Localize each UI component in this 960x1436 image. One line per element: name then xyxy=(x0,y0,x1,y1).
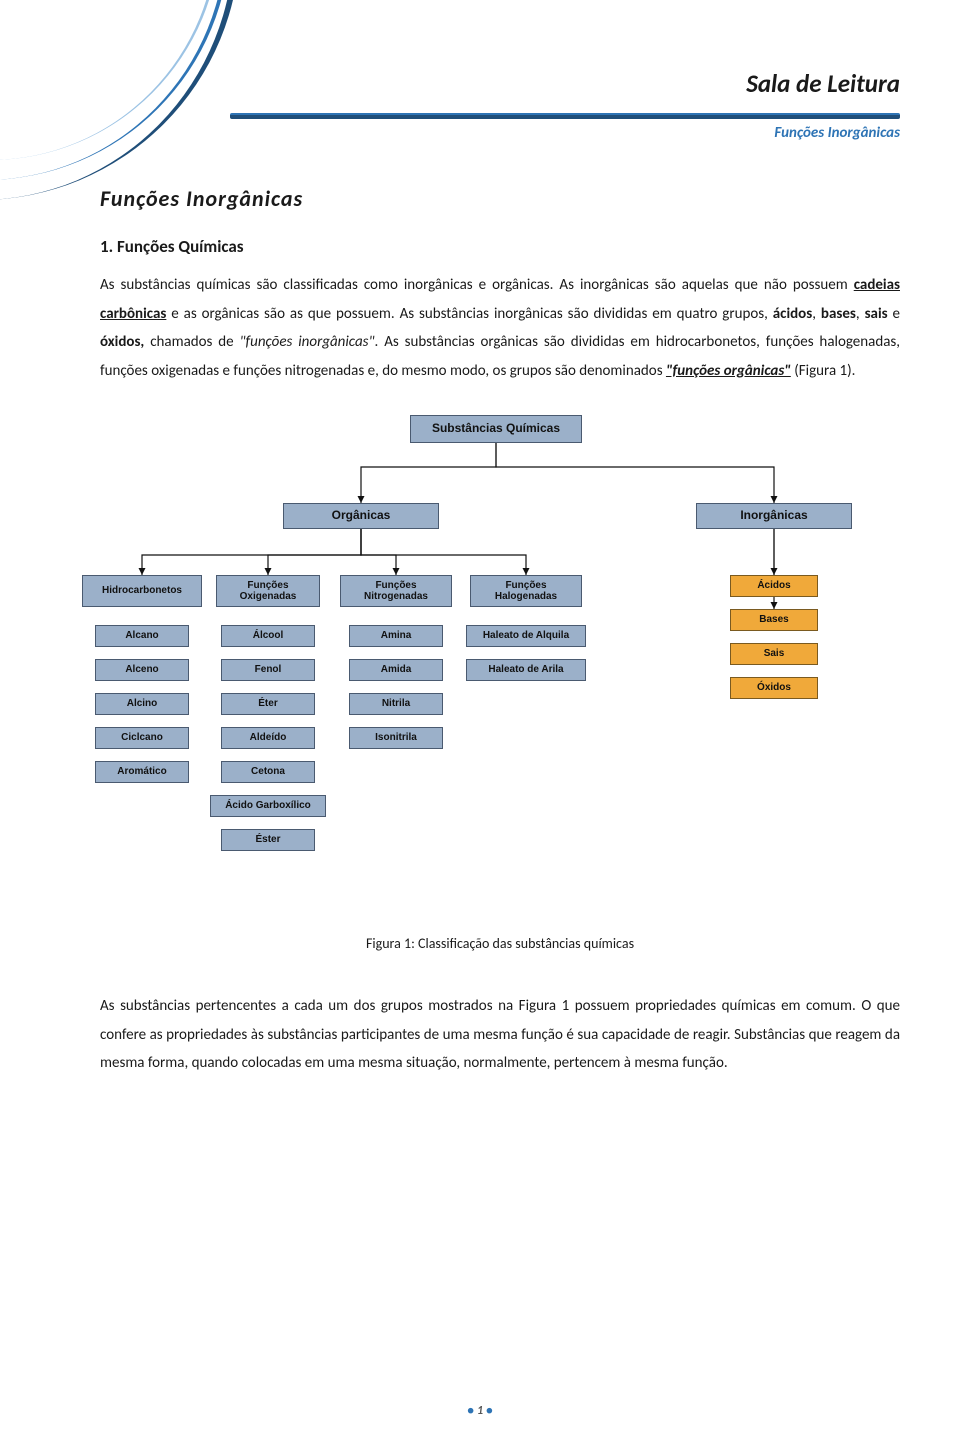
diagram-node-arom: Aromático xyxy=(95,761,189,783)
page-number: 1 xyxy=(477,1404,483,1418)
header-title: Sala de Leitura xyxy=(746,68,900,99)
diagram-edge xyxy=(361,443,496,503)
footer-dot-icon: ● xyxy=(486,1404,493,1418)
text-bold: bases xyxy=(821,305,856,323)
diagram-node-acid: Ácidos xyxy=(730,575,818,597)
diagram-edge xyxy=(496,443,774,503)
diagram-node-org: Orgânicas xyxy=(283,503,439,529)
text-bold: óxidos, xyxy=(100,333,144,351)
diagram-node-alc: Álcool xyxy=(221,625,315,647)
header-subtitle: Funções Inorgânicas xyxy=(774,124,900,142)
diagram-node-fnit: FunçõesNitrogenadas xyxy=(340,575,452,607)
header-divider xyxy=(230,113,900,119)
text: e as orgânicas são as que possuem. As su… xyxy=(166,305,772,323)
diagram-node-cet: Cetona xyxy=(221,761,315,783)
page-footer: ● 1 ● xyxy=(0,1404,960,1418)
paragraph-2: As substâncias pertencentes a cada um do… xyxy=(100,992,900,1078)
diagram-node-inorg: Inorgânicas xyxy=(696,503,852,529)
content: Funções Inorgânicas 1. Funções Químicas … xyxy=(100,185,900,1088)
classification-diagram: Substâncias Químicas Orgânicas Inorgânicas… xyxy=(40,415,930,915)
diagram-node-alcan: Alcano xyxy=(95,625,189,647)
diagram-node-base: Bases xyxy=(730,609,818,631)
diagram-node-hc: Hidrocarbonetos xyxy=(82,575,202,607)
diagram-node-eter: Éter xyxy=(221,693,315,715)
text-biu: "funções orgânicas" xyxy=(666,362,791,380)
paragraph-1: As substâncias químicas são classificada… xyxy=(100,271,900,385)
diagram-node-ald: Aldeído xyxy=(221,727,315,749)
document-title: Funções Inorgânicas xyxy=(100,185,900,212)
footer-dot-icon: ● xyxy=(467,1404,474,1418)
diagram-node-root: Substâncias Químicas xyxy=(410,415,582,443)
diagram-edge xyxy=(268,529,361,575)
diagram-node-cicl: Ciclcano xyxy=(95,727,189,749)
text-bold: sais xyxy=(865,305,888,323)
diagram-node-fen: Fenol xyxy=(221,659,315,681)
text: (Figura 1). xyxy=(791,362,856,380)
diagram-edge xyxy=(361,529,526,575)
diagram-node-acg: Ácido Garboxílico xyxy=(210,795,326,817)
text: e xyxy=(888,305,900,323)
diagram-node-alcin: Alcino xyxy=(95,693,189,715)
text-bold: ácidos xyxy=(773,305,812,323)
diagram-node-sais: Sais xyxy=(730,643,818,665)
page: Sala de Leitura Funções Inorgânicas Funç… xyxy=(0,0,960,1436)
diagram-node-halq: Haleato de Alquila xyxy=(466,625,586,647)
text: As substâncias químicas são classificada… xyxy=(100,276,854,294)
diagram-node-ison: Isonitrila xyxy=(349,727,443,749)
diagram-node-fhal: FunçõesHalogenadas xyxy=(470,575,582,607)
diagram-node-amid: Amida xyxy=(349,659,443,681)
diagram-node-est: Éster xyxy=(221,829,315,851)
diagram-edge xyxy=(361,529,396,575)
section-heading: 1. Funções Químicas xyxy=(100,236,900,257)
diagram-node-fox: FunçõesOxigenadas xyxy=(216,575,320,607)
figure-caption: Figura 1: Classificação das substâncias … xyxy=(100,935,900,952)
text: chamados de xyxy=(144,333,239,351)
diagram-node-hari: Haleato de Arila xyxy=(466,659,586,681)
diagram-node-alcen: Alceno xyxy=(95,659,189,681)
text: , xyxy=(856,305,865,323)
diagram-node-amin: Amina xyxy=(349,625,443,647)
diagram-node-nitr: Nitrila xyxy=(349,693,443,715)
diagram-edge xyxy=(142,529,361,575)
text-italic: "funções inorgânicas" xyxy=(240,333,375,351)
diagram-node-oxid: Óxidos xyxy=(730,677,818,699)
text: , xyxy=(812,305,821,323)
